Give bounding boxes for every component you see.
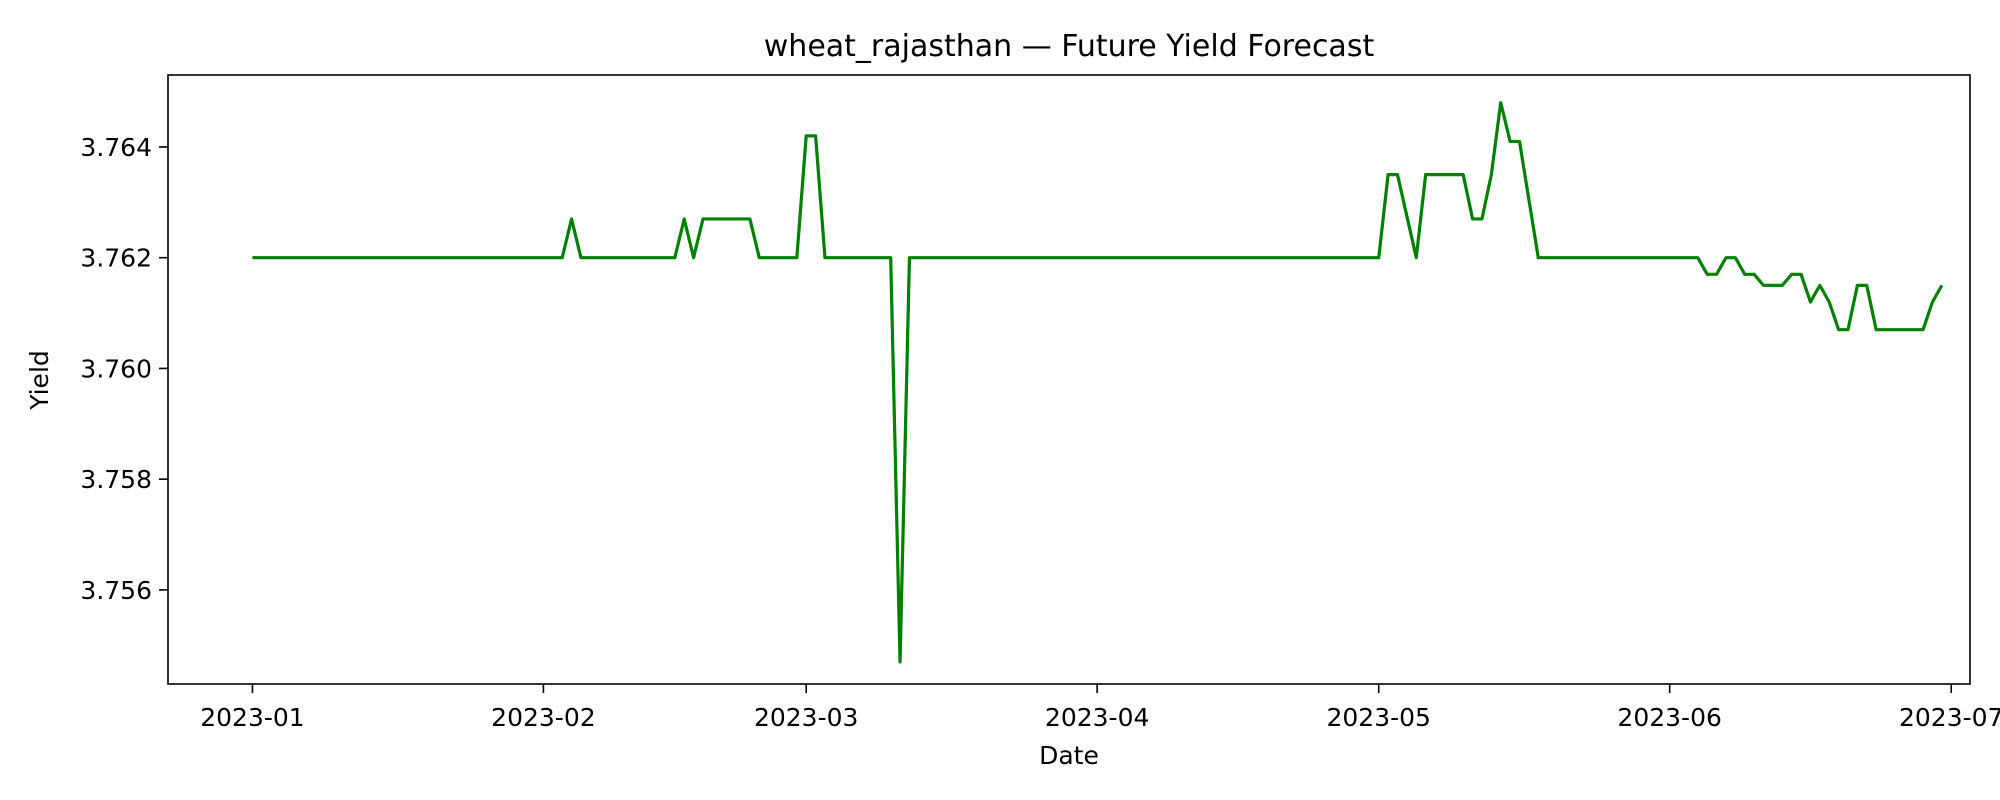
- y-axis: 3.756 3.758 3.760 3.762 3.764: [80, 133, 168, 605]
- x-tick-label-0: 2023-01: [200, 703, 304, 732]
- y-tick-label-1: 3.758: [80, 465, 152, 494]
- y-tick-label-2: 3.760: [80, 354, 152, 383]
- x-axis: 2023-01 2023-02 2023-03 2023-04 2023-05 2023-…: [200, 684, 2000, 732]
- plot-area: [252, 101, 1944, 664]
- y-axis-label: Yield: [25, 350, 54, 411]
- y-tick-label-3: 3.762: [80, 244, 152, 273]
- x-tick-label-6: 2023-07: [1899, 703, 2000, 732]
- plot-frame: [167, 74, 1971, 685]
- x-tick-label-3: 2023-04: [1045, 703, 1149, 732]
- x-tick-label-2: 2023-03: [754, 703, 858, 732]
- x-axis-label: Date: [1039, 741, 1099, 770]
- y-tick-label-0: 3.756: [80, 576, 152, 605]
- x-tick-label-1: 2023-02: [491, 703, 595, 732]
- x-tick-label-5: 2023-06: [1617, 703, 1721, 732]
- series-line-0: [252, 101, 1944, 664]
- chart-title: wheat_rajasthan — Future Yield Forecast: [764, 29, 1375, 64]
- x-tick-label-4: 2023-05: [1326, 703, 1430, 732]
- y-tick-label-4: 3.764: [80, 133, 152, 162]
